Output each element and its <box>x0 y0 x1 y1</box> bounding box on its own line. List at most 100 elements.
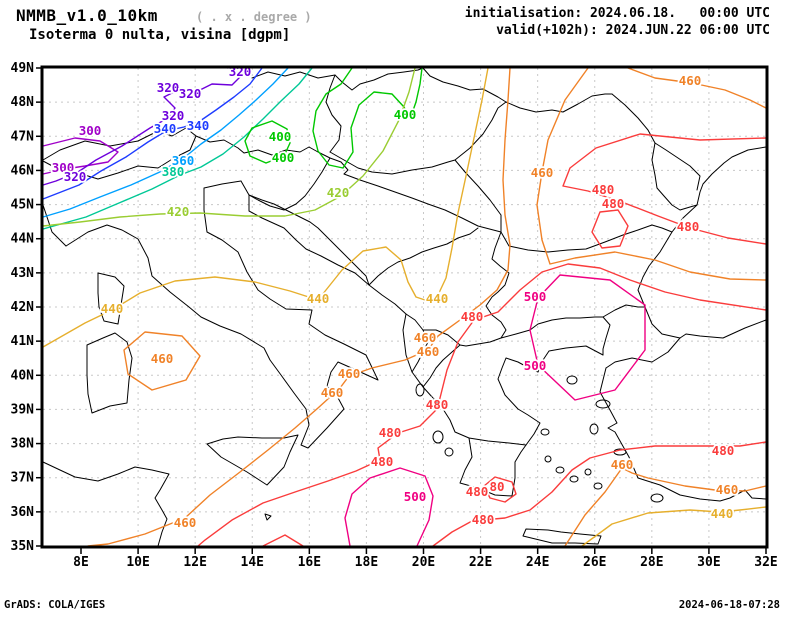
lat-tick-label: 39N <box>11 402 35 417</box>
contour-label-480: 480 <box>466 484 489 499</box>
contour-label-440: 440 <box>711 506 734 521</box>
contour-460-east <box>536 67 767 281</box>
contour-420 <box>42 67 416 227</box>
initialisation-time: initialisation: 2024.06.18. 00:00 UTC <box>464 6 770 21</box>
contour-label-480: 480 <box>379 425 402 440</box>
contour-label-500: 500 <box>524 358 547 373</box>
lat-tick-label: 47N <box>11 129 35 144</box>
contour-label-460: 460 <box>417 344 440 359</box>
lon-tick-label: 12E <box>183 555 206 570</box>
contour-label-480: 480 <box>426 397 449 412</box>
grads-credit: GrADS: COLA/IGES <box>4 599 106 611</box>
coastline-peloponnese <box>459 437 527 497</box>
lat-tick-label: 38N <box>11 437 35 452</box>
lon-tick-label: 24E <box>526 555 549 570</box>
coastline-east-greece <box>497 345 604 446</box>
valid-time: valid(+102h): 2024.JUN.22 06:00 UTC <box>496 23 770 38</box>
contour-480-north <box>562 133 767 245</box>
creation-timestamp: 2024-06-18-07:28 <box>678 599 780 611</box>
contour-label-420: 420 <box>327 185 350 200</box>
contour-label-300: 300 <box>52 160 75 175</box>
lon-tick-label: 32E <box>754 555 777 570</box>
lat-tick-label: 43N <box>11 266 35 281</box>
coastline-italy <box>65 180 379 449</box>
contour-500-ionian <box>344 467 434 547</box>
contour-label-440: 440 <box>426 291 449 306</box>
lon-tick-label: 16E <box>298 555 321 570</box>
lon-tick-label: 26E <box>583 555 606 570</box>
contour-label-460: 460 <box>679 73 702 88</box>
lon-tick-label: 10E <box>126 555 149 570</box>
country-borders <box>42 67 701 388</box>
contour-lines <box>42 67 767 547</box>
contour-label-300: 300 <box>79 123 102 138</box>
contour-460-main <box>87 67 511 547</box>
lon-tick-label: 22E <box>469 555 492 570</box>
contour-label-480: 480 <box>712 443 735 458</box>
island-crete <box>522 528 602 545</box>
lon-tick-label: 20E <box>412 555 435 570</box>
lat-tick-label: 37N <box>11 471 35 486</box>
lon-tick-label: 14E <box>241 555 264 570</box>
contour-label-420: 420 <box>167 204 190 219</box>
contour-label-480: 480 <box>592 182 615 197</box>
contour-label-360: 360 <box>172 153 195 168</box>
lat-tick-label: 46N <box>11 163 35 178</box>
contour-label-320: 320 <box>64 169 87 184</box>
lon-tick-label: 30E <box>697 555 720 570</box>
model-title: NMMB_v1.0_10km <box>16 6 158 25</box>
lat-tick-label: 36N <box>11 505 35 520</box>
lon-tick-label: 28E <box>640 555 663 570</box>
contour-460-topright <box>627 67 767 109</box>
coastline-marmara-blacksea <box>605 319 767 369</box>
contour-label-400: 400 <box>272 150 295 165</box>
field-subtitle: Isoterma 0 nulta, visina [dgpm] <box>29 27 291 43</box>
contour-460-southeast <box>564 467 767 547</box>
contour-440-southeast <box>581 506 767 547</box>
lon-tick-label: 8E <box>73 555 89 570</box>
lat-tick-label: 45N <box>11 198 35 213</box>
lon-tick-label: 18E <box>355 555 378 570</box>
contour-480-main <box>197 263 767 547</box>
contour-480-south-arc <box>262 534 304 547</box>
lat-tick-label: 35N <box>11 539 35 554</box>
contour-label-460: 460 <box>716 482 739 497</box>
contour-label-460: 460 <box>338 366 361 381</box>
contour-340 <box>42 67 263 200</box>
contour-480-closed <box>591 209 629 249</box>
axes: 49N 48N 47N 46N 45N 44N 43N 42N 41N 40N 39N 38N 37N 3… <box>11 61 778 570</box>
coastline-blacksea-west <box>637 146 767 339</box>
contour-label-320: 320 <box>162 108 185 123</box>
contour-label-320: 320 <box>157 80 180 95</box>
contour-400 <box>312 67 423 169</box>
lat-tick-label: 41N <box>11 334 35 349</box>
contour-label-480: 480 <box>602 196 625 211</box>
coastline-adriatic-east <box>240 180 527 446</box>
contour-label-440: 440 <box>307 291 330 306</box>
contour-480-peloponnese <box>483 476 517 503</box>
contour-500-aegean <box>529 274 646 401</box>
contour-label-400: 400 <box>394 107 417 122</box>
contour-label-460: 460 <box>174 515 197 530</box>
contour-400-closed <box>244 120 291 164</box>
contour-440 <box>42 67 489 348</box>
contour-label-340: 340 <box>154 121 177 136</box>
contour-label-320: 320 <box>179 86 202 101</box>
contour-320 <box>42 67 243 186</box>
contour-300 <box>42 137 119 175</box>
contour-label-480: 480 <box>472 512 495 527</box>
contour-label-460: 460 <box>414 330 437 345</box>
contour-480-southeast <box>432 441 767 547</box>
contour-label-340: 340 <box>187 118 210 133</box>
lat-tick-label: 40N <box>11 368 35 383</box>
contour-label-400: 400 <box>269 129 292 144</box>
coastline-tunisia <box>42 461 170 547</box>
contour-label-480: 480 <box>371 454 394 469</box>
lat-tick-label: 42N <box>11 300 35 315</box>
lat-tick-label: 48N <box>11 95 35 110</box>
island-sardinia <box>86 332 133 414</box>
lat-tick-label: 49N <box>11 61 35 76</box>
